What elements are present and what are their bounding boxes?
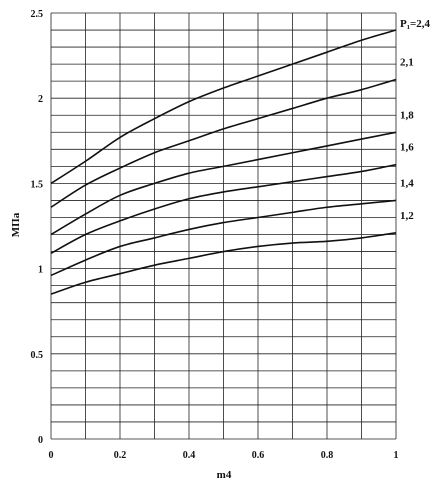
series-label: P₁=2,4	[400, 18, 431, 30]
series-line-1	[50, 78, 397, 208]
series-line-3	[50, 163, 397, 254]
chart-series	[50, 29, 397, 295]
x-tick-label: 0	[49, 450, 54, 461]
x-tick-label: 0.2	[114, 450, 127, 461]
series-label: 1,8	[400, 109, 414, 121]
x-axis-label: m4	[217, 469, 232, 481]
x-tick-label: 0.6	[252, 450, 265, 461]
x-tick-label: 1	[394, 450, 399, 461]
y-tick-label: 0.5	[31, 350, 44, 361]
chart-tick-labels: 0 0.2 0.4 0.6 0.8 1 0 0.5 1 1.5 2 2.5	[31, 9, 399, 461]
chart-series-labels: P₁=2,4 2,1 1,8 1,6 1,4 1,2	[400, 18, 431, 222]
y-tick-label: 0	[38, 435, 43, 446]
series-line-0	[50, 29, 397, 185]
y-tick-label: 1.5	[31, 179, 44, 190]
chart-grid	[50, 12, 397, 440]
x-tick-label: 0.8	[321, 450, 334, 461]
y-tick-label: 2.5	[31, 9, 44, 20]
y-axis-label: МПа	[10, 212, 22, 237]
series-label: 2,1	[400, 56, 414, 68]
series-label: 1,2	[400, 210, 414, 222]
series-label: 1,4	[400, 177, 414, 189]
x-tick-label: 0.4	[183, 450, 196, 461]
y-tick-label: 1	[38, 265, 43, 276]
series-label: 1,6	[400, 142, 414, 154]
y-tick-label: 2	[38, 94, 43, 105]
series-line-5	[50, 232, 397, 295]
series-line-2	[50, 131, 397, 236]
series-line-4	[50, 199, 397, 277]
